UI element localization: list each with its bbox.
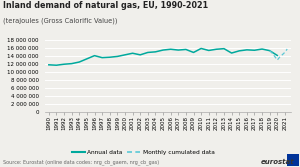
Annual data <box>245 49 249 51</box>
Annual data <box>184 48 188 50</box>
Annual data <box>123 54 127 56</box>
Monthly cumulated data <box>278 56 281 58</box>
Annual data <box>253 49 256 51</box>
Annual data <box>100 57 104 59</box>
Monthly cumulated data <box>273 56 277 58</box>
Annual data <box>275 54 279 56</box>
Annual data <box>161 49 165 51</box>
Annual data <box>85 58 89 60</box>
Annual data <box>237 50 241 52</box>
Annual data <box>116 55 119 57</box>
Text: eurostat: eurostat <box>260 159 294 165</box>
Monthly cumulated data <box>275 59 279 61</box>
Annual data <box>55 64 58 66</box>
Annual data <box>131 52 134 54</box>
Annual data <box>154 51 157 53</box>
Annual data <box>47 64 51 66</box>
Text: (terajoules (Gross Calorific Value)): (terajoules (Gross Calorific Value)) <box>3 18 118 24</box>
Annual data <box>146 51 150 53</box>
Annual data <box>207 49 211 51</box>
Line: Monthly cumulated data: Monthly cumulated data <box>270 49 287 60</box>
Annual data <box>192 51 195 53</box>
Line: Annual data: Annual data <box>49 48 277 65</box>
Annual data <box>70 63 74 65</box>
Annual data <box>214 48 218 50</box>
Annual data <box>230 52 233 54</box>
Monthly cumulated data <box>281 53 284 55</box>
Monthly cumulated data <box>283 51 287 53</box>
Monthly cumulated data <box>268 50 272 52</box>
Annual data <box>77 61 81 63</box>
Annual data <box>138 54 142 56</box>
Annual data <box>176 49 180 51</box>
Annual data <box>93 55 96 57</box>
Text: Inland demand of natural gas, EU, 1990-2021: Inland demand of natural gas, EU, 1990-2… <box>3 1 208 10</box>
Legend: Annual data, Monthly cumulated data: Annual data, Monthly cumulated data <box>69 148 218 158</box>
Annual data <box>199 47 203 49</box>
Monthly cumulated data <box>270 52 274 54</box>
Annual data <box>169 48 172 50</box>
Annual data <box>268 50 272 52</box>
Annual data <box>108 56 112 58</box>
Text: Source: Eurostat (online data codes: nrg_cb_gaem, nrg_cb_gas): Source: Eurostat (online data codes: nrg… <box>3 160 159 165</box>
Annual data <box>222 48 226 50</box>
Annual data <box>260 48 264 50</box>
Monthly cumulated data <box>285 48 289 50</box>
Annual data <box>62 63 66 65</box>
